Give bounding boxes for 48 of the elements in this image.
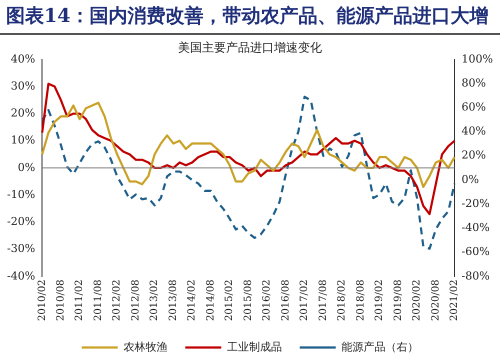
y-tick-label: -20% bbox=[6, 215, 36, 228]
x-tick-label: 2018/08 bbox=[355, 279, 366, 322]
x-tick-label: 2017/08 bbox=[318, 279, 329, 322]
x-tick-label: 2020/02 bbox=[412, 279, 423, 322]
x-tick-label: 2019/08 bbox=[392, 279, 404, 322]
x-tick-label: 2012/08 bbox=[130, 279, 142, 322]
x-tick-label: 2016/08 bbox=[280, 279, 292, 322]
y2-tick-label: 100% bbox=[462, 52, 494, 66]
x-tick-label: 2017/02 bbox=[299, 279, 310, 322]
legend-label: 工业制成品 bbox=[226, 340, 282, 354]
x-tick-label: 2016/02 bbox=[262, 279, 273, 322]
y2-tick-label: -20% bbox=[462, 196, 490, 210]
y2-tick-label: 40% bbox=[462, 124, 486, 138]
x-tick-label: 2020/08 bbox=[430, 279, 442, 322]
y-tick-label: 30% bbox=[10, 79, 36, 92]
chart-title: 图表14：国内消费改善，带动农产品、能源产品进口大增 bbox=[0, 0, 500, 35]
x-tick-label: 2015/02 bbox=[224, 279, 236, 322]
legend-label: 能源产品（右） bbox=[341, 340, 418, 354]
y2-tick-label: -60% bbox=[462, 245, 490, 258]
chart-subtitle: 美国主要产品进口增速变化 bbox=[178, 40, 322, 54]
x-tick-label: 2019/02 bbox=[374, 279, 386, 322]
line-series bbox=[41, 96, 456, 250]
y2-tick-label: 0% bbox=[462, 172, 480, 186]
y-tick-label: 40% bbox=[10, 52, 36, 66]
y-tick-label: -40% bbox=[6, 269, 36, 282]
y2-tick-label: -40% bbox=[462, 221, 490, 234]
y-tick-label: 20% bbox=[10, 106, 36, 120]
y2-tick-label: 60% bbox=[462, 100, 486, 114]
y-tick-label: 10% bbox=[10, 134, 36, 147]
x-tick-label: 2011/02 bbox=[74, 279, 86, 322]
x-tick-label: 2010/08 bbox=[56, 279, 67, 322]
x-tick-label: 2015/08 bbox=[242, 279, 254, 322]
x-tick-label: 2011/08 bbox=[92, 279, 104, 322]
x-tick-label: 2013/02 bbox=[149, 279, 160, 322]
y2-tick-label: 20% bbox=[462, 148, 486, 162]
x-tick-label: 2021/02 bbox=[449, 279, 460, 322]
x-tick-label: 2010/02 bbox=[36, 279, 48, 322]
x-tick-label: 2014/08 bbox=[205, 279, 216, 322]
x-tick-label: 2014/02 bbox=[186, 279, 198, 322]
y-tick-label: -30% bbox=[6, 242, 36, 256]
x-tick-label: 2012/02 bbox=[112, 279, 123, 322]
x-tick-label: 2013/08 bbox=[168, 279, 179, 322]
y2-tick-label: 80% bbox=[462, 76, 486, 90]
y2-tick-label: -80% bbox=[462, 269, 490, 282]
y-tick-label: 0% bbox=[18, 160, 36, 174]
legend-label: 农林牧渔 bbox=[123, 340, 168, 354]
x-tick-label: 2018/02 bbox=[336, 279, 348, 322]
y-tick-label: -10% bbox=[6, 188, 36, 201]
